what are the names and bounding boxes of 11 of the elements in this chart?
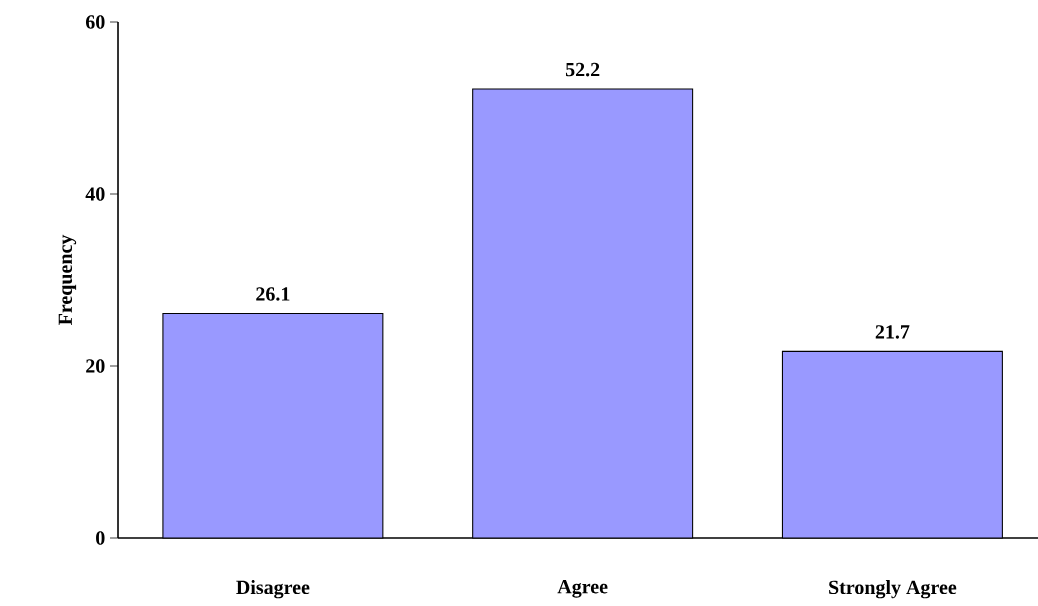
x-tick-label: Agree — [557, 580, 608, 598]
data-label: 26.1 — [256, 287, 290, 301]
x-tick-label: Strongly Agree — [829, 580, 957, 599]
y-tick-label: 40 — [85, 187, 105, 201]
y-axis-title: Frequency — [58, 234, 77, 326]
data-label: 52.2 — [565, 62, 600, 77]
y-tick-label: 0 — [96, 531, 105, 545]
y-tick-label: 20 — [86, 359, 105, 373]
y-tick-label: 60 — [85, 15, 105, 29]
data-label: 21.7 — [875, 325, 910, 339]
x-tick-label: Disagree — [236, 580, 310, 599]
